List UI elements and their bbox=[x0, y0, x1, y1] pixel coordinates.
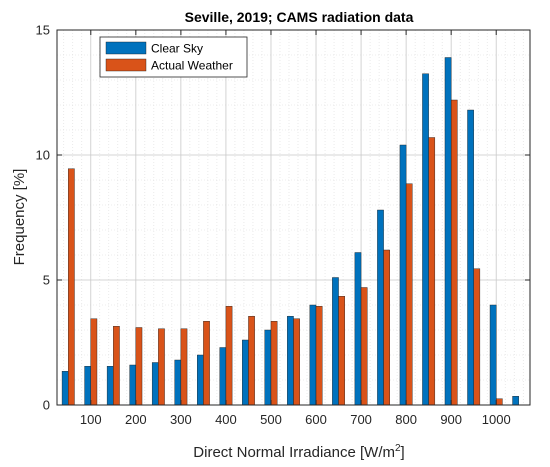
x-tick-label: 600 bbox=[305, 412, 327, 427]
bar-actual-weather bbox=[405, 183, 413, 406]
legend-swatch-actual-weather bbox=[105, 58, 147, 72]
bar-clear-sky bbox=[489, 304, 497, 406]
y-tick-label: 5 bbox=[43, 273, 50, 288]
bar-actual-weather bbox=[135, 327, 143, 406]
x-tick-label: 400 bbox=[215, 412, 237, 427]
plot-area bbox=[56, 29, 531, 406]
x-tick-label: 100 bbox=[80, 412, 102, 427]
legend-label-clear-sky: Clear Sky bbox=[151, 42, 203, 56]
x-axis-label-main: Direct Normal Irradiance [W/m bbox=[193, 444, 395, 461]
bar-actual-weather bbox=[113, 326, 120, 406]
legend-label-actual-weather: Actual Weather bbox=[151, 59, 233, 73]
bar-actual-weather bbox=[225, 306, 233, 406]
x-axis-tick-labels: 100 200 300 400 500 600 700 800 900 1000 bbox=[80, 412, 511, 427]
bar-actual-weather bbox=[203, 321, 210, 406]
bar-actual-weather bbox=[450, 99, 458, 406]
bars bbox=[61, 57, 519, 406]
chart-title: Seville, 2019; CAMS radiation data bbox=[185, 9, 414, 25]
bar-actual-weather bbox=[68, 168, 75, 406]
x-tick-label: 700 bbox=[350, 412, 372, 427]
bar-clear-sky bbox=[174, 359, 182, 406]
legend: Clear Sky Actual Weather bbox=[99, 36, 248, 78]
bar-actual-weather bbox=[315, 306, 323, 406]
bar-actual-weather bbox=[473, 268, 481, 406]
bar-actual-weather bbox=[248, 316, 255, 406]
bar-actual-weather bbox=[428, 137, 436, 406]
x-tick-label: 900 bbox=[440, 412, 462, 427]
bar-actual-weather bbox=[360, 287, 368, 406]
bar-clear-sky bbox=[84, 366, 91, 406]
x-tick-label: 300 bbox=[170, 412, 192, 427]
x-axis-label-suffix: ] bbox=[401, 444, 405, 461]
bar-clear-sky bbox=[129, 364, 137, 406]
bar-actual-weather bbox=[383, 249, 390, 406]
bar-clear-sky bbox=[354, 252, 362, 406]
bar-clear-sky bbox=[512, 396, 519, 406]
bar-clear-sky bbox=[151, 362, 159, 406]
x-tick-label: 1000 bbox=[482, 412, 511, 427]
bar-clear-sky bbox=[264, 329, 272, 406]
bar-clear-sky bbox=[377, 209, 384, 406]
x-axis-label: Direct Normal Irradiance [W/m2] bbox=[193, 443, 404, 461]
x-tick-label: 200 bbox=[125, 412, 147, 427]
bar-clear-sky bbox=[467, 109, 474, 406]
y-axis-tick-labels: 0 5 10 15 bbox=[36, 23, 50, 413]
bar-clear-sky bbox=[399, 144, 407, 406]
y-tick-label: 0 bbox=[43, 398, 50, 413]
x-tick-label: 500 bbox=[260, 412, 282, 427]
bar-actual-weather bbox=[496, 398, 503, 406]
bar-clear-sky bbox=[309, 304, 317, 406]
bar-clear-sky bbox=[444, 57, 452, 406]
bar-actual-weather bbox=[90, 318, 98, 406]
bar-clear-sky bbox=[422, 73, 429, 406]
bar-actual-weather bbox=[158, 328, 165, 406]
bar-actual-weather bbox=[270, 321, 278, 406]
bar-clear-sky bbox=[106, 366, 114, 406]
bar-clear-sky bbox=[219, 347, 227, 406]
plot-frame bbox=[56, 29, 531, 406]
bar-clear-sky bbox=[287, 316, 294, 406]
bar-clear-sky bbox=[197, 354, 204, 406]
x-tick-label: 800 bbox=[395, 412, 417, 427]
grid-lines bbox=[57, 30, 530, 405]
legend-swatch-clear-sky bbox=[105, 41, 147, 55]
y-tick-label: 10 bbox=[36, 148, 50, 163]
bar-clear-sky bbox=[242, 339, 249, 406]
y-tick-label: 15 bbox=[36, 23, 50, 38]
bar-actual-weather bbox=[293, 318, 300, 406]
bar-clear-sky bbox=[332, 277, 339, 406]
bar-actual-weather bbox=[180, 328, 188, 406]
bar-actual-weather bbox=[338, 296, 345, 406]
x-axis-label-superscript: 2 bbox=[395, 443, 401, 454]
y-axis-label: Frequency [%] bbox=[11, 169, 28, 266]
bar-clear-sky bbox=[61, 371, 69, 406]
axis-ticks bbox=[57, 29, 530, 406]
